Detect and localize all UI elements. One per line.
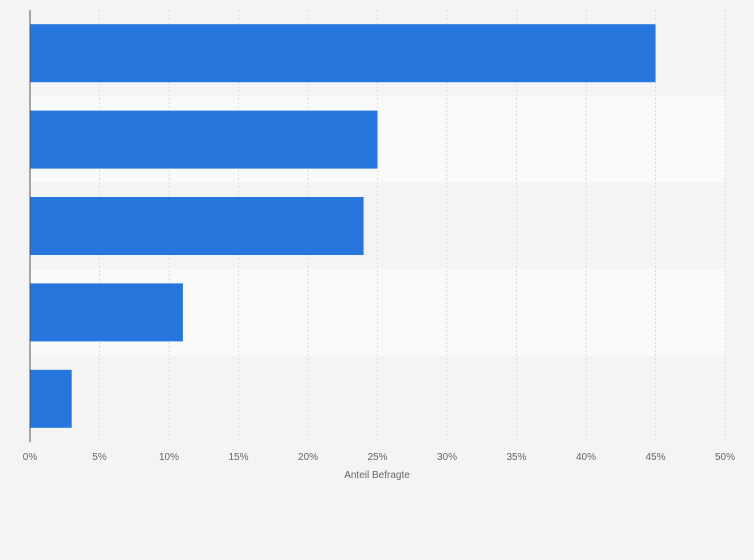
bars <box>30 24 656 428</box>
bar <box>30 24 656 83</box>
x-tick-label: 25% <box>367 452 387 463</box>
x-tick-label: 30% <box>437 452 457 463</box>
x-tick-label: 5% <box>92 452 107 463</box>
x-tick-label: 50% <box>715 452 735 463</box>
x-tick-label: 0% <box>23 452 38 463</box>
x-tick-label: 35% <box>506 452 526 463</box>
bar <box>30 197 364 255</box>
x-tick-label: 20% <box>298 452 318 463</box>
x-tick-label: 10% <box>159 452 179 463</box>
x-tick-labels: 0% 5% 10% 15% 20% 25% 30% 35% 40% 45% 50% <box>23 452 735 463</box>
bar <box>30 110 378 169</box>
x-axis-title: Anteil Befragte <box>344 470 410 481</box>
bar <box>30 369 72 428</box>
bar <box>30 283 183 342</box>
x-tick-label: 15% <box>228 452 248 463</box>
x-tick-label: 45% <box>645 452 665 463</box>
x-tick-label: 40% <box>576 452 596 463</box>
